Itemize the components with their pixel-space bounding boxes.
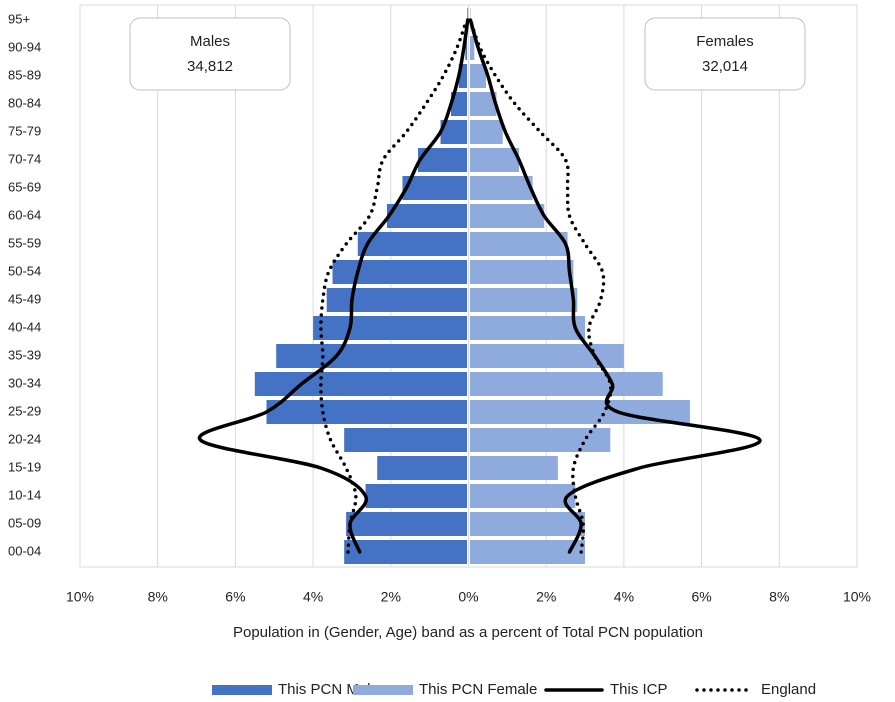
y-tick-label: 60-64 bbox=[8, 207, 41, 222]
annotation: Females 32,014 bbox=[644, 17, 806, 91]
bar bbox=[451, 92, 467, 116]
y-tick-label: 95+ bbox=[8, 11, 30, 26]
bar bbox=[377, 456, 467, 480]
annotation: Males 34,812 bbox=[129, 17, 291, 91]
y-tick-label: 30-34 bbox=[8, 375, 41, 390]
y-tick-label: 80-84 bbox=[8, 95, 41, 110]
legend-swatch bbox=[353, 685, 413, 695]
bar bbox=[470, 148, 520, 172]
bar bbox=[254, 372, 467, 396]
y-tick-label: 90-94 bbox=[8, 39, 41, 54]
x-tick-label: 8% bbox=[148, 589, 168, 605]
y-tick-label: 10-14 bbox=[8, 487, 41, 502]
bar bbox=[470, 428, 611, 452]
legend-item: This PCN Female bbox=[353, 681, 537, 698]
y-tick-label: 05-09 bbox=[8, 515, 41, 530]
x-tick-label: 2% bbox=[536, 589, 556, 605]
annotation-total: 32,014 bbox=[702, 58, 748, 75]
x-tick-label: 10% bbox=[843, 589, 871, 605]
y-tick-label: 65-69 bbox=[8, 179, 41, 194]
y-tick-label: 70-74 bbox=[8, 151, 41, 166]
y-tick-label: 55-59 bbox=[8, 235, 41, 250]
bar bbox=[344, 428, 467, 452]
line bbox=[468, 18, 762, 554]
y-tick-label: 25-29 bbox=[8, 403, 41, 418]
bar bbox=[357, 232, 467, 256]
annotation-box bbox=[129, 17, 291, 91]
x-tick-label: 6% bbox=[225, 589, 245, 605]
bar bbox=[402, 176, 467, 200]
y-tick-label: 15-19 bbox=[8, 459, 41, 474]
x-tick-label: 2% bbox=[381, 589, 401, 605]
legend-label: This ICP bbox=[610, 681, 668, 698]
legend-item: This ICP bbox=[544, 681, 668, 698]
bar bbox=[470, 316, 586, 340]
y-tick-label: 45-49 bbox=[8, 291, 41, 306]
bar bbox=[470, 64, 486, 88]
bar bbox=[365, 484, 467, 508]
x-tick-label: 10% bbox=[66, 589, 94, 605]
bar bbox=[313, 316, 467, 340]
bar bbox=[470, 540, 586, 564]
bar bbox=[386, 204, 467, 228]
y-tick-label: 75-79 bbox=[8, 123, 41, 138]
bar bbox=[470, 484, 576, 508]
bar bbox=[470, 456, 558, 480]
line bbox=[197, 18, 470, 554]
bar bbox=[470, 260, 574, 284]
legend-label: This PCN Female bbox=[419, 681, 537, 698]
bar bbox=[346, 512, 467, 536]
y-tick-label: 40-44 bbox=[8, 319, 41, 334]
legend-swatch bbox=[212, 685, 272, 695]
bar bbox=[470, 288, 578, 312]
bar bbox=[470, 372, 663, 396]
annotation-label: Males bbox=[190, 33, 230, 50]
bar bbox=[470, 512, 586, 536]
annotation-label: Females bbox=[696, 33, 754, 50]
legend-label: England bbox=[761, 681, 816, 698]
x-tick-label: 8% bbox=[769, 589, 789, 605]
y-tick-label: 50-54 bbox=[8, 263, 41, 278]
bar bbox=[344, 540, 467, 564]
bar bbox=[326, 288, 467, 312]
y-tick-label: 85-89 bbox=[8, 67, 41, 82]
bar bbox=[276, 344, 467, 368]
bar bbox=[470, 176, 533, 200]
annotation-box bbox=[644, 17, 806, 91]
bar bbox=[470, 120, 503, 144]
x-tick-label: 6% bbox=[691, 589, 711, 605]
bar bbox=[332, 260, 467, 284]
x-tick-label: 4% bbox=[303, 589, 323, 605]
y-tick-label: 00-04 bbox=[8, 543, 41, 558]
bar bbox=[470, 204, 545, 228]
bar bbox=[458, 64, 467, 88]
x-axis-label: Population in (Gender, Age) band as a pe… bbox=[233, 624, 703, 641]
legend-item: England bbox=[695, 681, 816, 698]
x-tick-label: 0% bbox=[458, 589, 478, 605]
bar bbox=[470, 232, 568, 256]
y-tick-label: 35-39 bbox=[8, 347, 41, 362]
line bbox=[319, 18, 469, 554]
bar bbox=[465, 36, 467, 60]
bar bbox=[470, 36, 475, 60]
bar bbox=[266, 400, 467, 424]
annotation-total: 34,812 bbox=[187, 58, 233, 75]
y-tick-label: 20-24 bbox=[8, 431, 41, 446]
x-tick-label: 4% bbox=[614, 589, 634, 605]
